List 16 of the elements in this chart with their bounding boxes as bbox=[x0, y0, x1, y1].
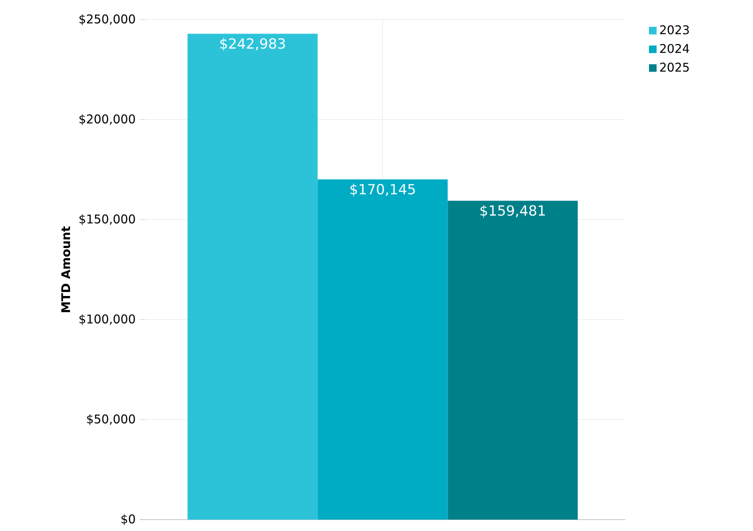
legend-label: 2024 bbox=[660, 44, 690, 54]
y-tick-label: $150,000 bbox=[79, 214, 135, 226]
data-label: $242,983 bbox=[220, 38, 285, 51]
y-tick-label: $0 bbox=[121, 514, 135, 526]
legend-label: 2025 bbox=[660, 62, 689, 72]
y-axis-title: MTD Amount bbox=[61, 226, 70, 312]
data-label: $170,145 bbox=[350, 184, 415, 196]
y-tick-label: $200,000 bbox=[79, 114, 135, 126]
legend-label: 2023 bbox=[660, 25, 689, 34]
bar bbox=[188, 34, 318, 520]
y-tick-label: $250,000 bbox=[79, 14, 135, 26]
y-tick-label: $50,000 bbox=[87, 414, 135, 426]
bar bbox=[318, 179, 448, 520]
y-tick-label: $100,000 bbox=[79, 314, 135, 326]
bar bbox=[448, 200, 578, 520]
data-label: $159,481 bbox=[480, 204, 545, 218]
